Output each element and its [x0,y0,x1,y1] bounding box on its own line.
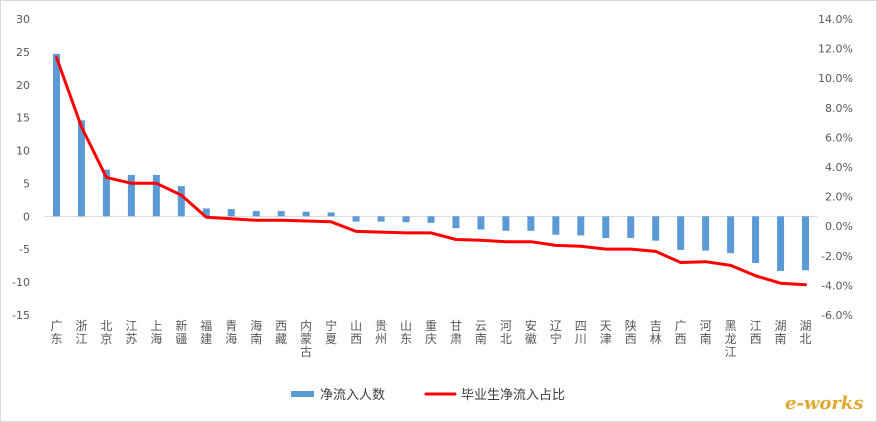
bar [502,216,510,231]
category-label: 广东 [50,319,62,346]
bar [627,216,635,239]
bar [152,174,160,217]
bar [552,216,560,235]
category-label: 河南 [700,319,712,346]
y-right-tick-label: 2.0% [825,191,853,204]
bar [602,216,610,239]
y-left-tick-label: 25 [16,46,30,59]
bar [527,216,535,231]
category-label: 江苏 [125,319,137,346]
y-right-tick-label: 8.0% [825,102,853,115]
bar [452,216,460,229]
category-label: 宁夏 [325,318,337,346]
bar [377,216,385,222]
category-label: 安徽 [525,318,537,346]
category-label: 上海 [150,319,162,346]
category-label: 湖南 [775,318,787,346]
legend-bar-label: 净流入人数 [320,388,385,403]
category-label: 山东 [400,319,412,346]
y-right-tick-label: -2.0% [821,250,853,263]
y-left-tick-label: -15 [12,309,30,322]
category-label: 云南 [475,319,487,346]
bar [477,216,485,230]
bar [777,216,785,271]
y-left-tick-label: 15 [16,112,30,125]
y-right-tick-label: -4.0% [821,279,853,292]
bar [127,174,135,217]
y-right-tick-label: 10.0% [818,72,853,85]
bar [652,216,660,241]
bar [302,211,310,217]
bar [577,216,585,236]
series-line [55,56,807,287]
category-label: 甘肃 [450,319,462,346]
y-left-tick-label: 30 [16,13,30,26]
y-left-tick-label: -10 [12,276,30,289]
category-label: 新疆 [175,318,187,346]
legend-line-label: 毕业生净流入占比 [461,388,565,403]
bar [77,120,85,217]
category-label: 福建 [200,318,212,346]
category-label: 北京 [100,319,112,346]
category-label: 辽宁 [550,319,562,346]
y-right-tick-label: 14.0% [818,13,853,26]
category-label: 河北 [500,319,512,346]
bar [277,211,285,217]
bar [402,216,410,223]
category-label: 天津 [600,319,612,346]
bar [102,169,110,217]
y-left-tick-label: 10 [16,145,30,158]
category-label: 重庆 [425,319,437,346]
bar [52,53,60,217]
bar [677,216,685,250]
category-label: 海南 [250,318,262,346]
category-label: 黑龙江 [725,319,737,359]
category-label: 广西 [675,319,687,346]
y-right-tick-label: 0.0% [825,220,853,233]
y-left-tick-label: 20 [16,79,30,92]
category-label: 内蒙古 [300,319,312,359]
bar [802,216,810,271]
category-label: 贵州 [375,319,387,346]
y-left-tick-label: 0 [23,210,30,223]
category-label: 浙江 [75,319,87,346]
y-right-tick-label: 4.0% [825,161,853,174]
category-label: 湖北 [800,318,812,346]
bar [327,212,335,217]
category-label: 江西 [750,319,762,346]
bar [427,216,435,223]
bar [727,216,735,254]
bar [202,208,210,217]
y-left-tick-label: 5 [23,177,30,190]
category-label: 山西 [350,319,362,346]
bar [177,186,185,217]
bar [227,209,235,217]
bar [702,216,710,251]
y-right-tick-label: 12.0% [818,43,853,56]
category-label: 四川 [575,319,587,346]
legend-bar-swatch [291,391,314,397]
category-label: 青海 [225,319,237,346]
category-label: 吉林 [650,319,662,346]
category-label: 陕西 [625,318,637,346]
watermark-logo: e-works [785,393,864,414]
y-right-tick-label: -6.0% [821,309,853,322]
y-left-tick-label: -5 [19,243,30,256]
bar [352,216,360,222]
category-label: 西藏 [275,319,287,346]
bar [752,216,760,264]
bar [252,211,260,217]
y-right-tick-label: 6.0% [825,131,853,144]
